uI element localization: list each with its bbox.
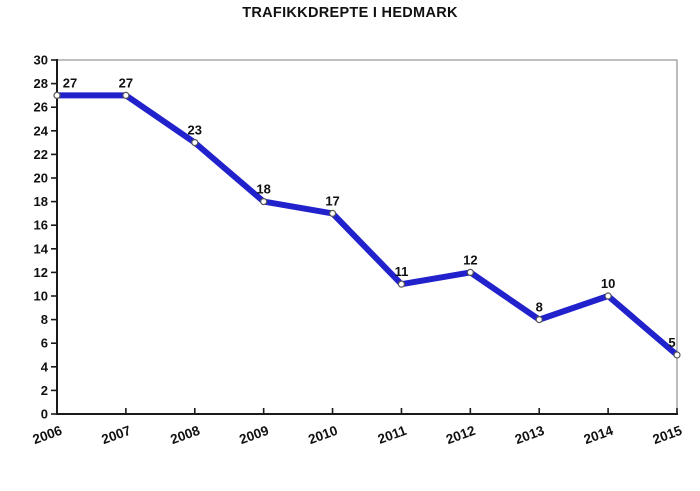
x-axis-tick-label: 2010 bbox=[306, 423, 339, 447]
data-point-marker bbox=[122, 91, 130, 100]
y-axis-tick-label: 12 bbox=[34, 265, 48, 280]
y-axis-tick-label: 22 bbox=[34, 147, 48, 162]
x-axis-tick-label: 2012 bbox=[444, 423, 477, 447]
y-axis-tick-label: 4 bbox=[41, 359, 49, 374]
y-axis-tick-label: 26 bbox=[34, 100, 48, 115]
data-point-marker bbox=[673, 351, 681, 359]
x-axis-tick-label: 2015 bbox=[651, 423, 685, 448]
plot-frame bbox=[57, 59, 678, 414]
data-point-label: 18 bbox=[256, 182, 270, 197]
data-point-marker bbox=[604, 292, 612, 300]
y-axis-tick-label: 8 bbox=[41, 312, 48, 327]
data-point-marker bbox=[260, 198, 268, 206]
y-axis-tick-label: 2 bbox=[41, 383, 48, 398]
data-point-marker bbox=[191, 139, 199, 147]
data-point-label: 17 bbox=[325, 193, 339, 208]
x-axis-tick-label: 2014 bbox=[582, 423, 616, 448]
y-axis-tick-label: 0 bbox=[41, 407, 48, 422]
y-axis-tick-label: 18 bbox=[34, 194, 48, 209]
data-point-label: 27 bbox=[63, 75, 77, 90]
x-axis-tick-label: 2009 bbox=[237, 423, 270, 447]
data-point-marker bbox=[535, 316, 543, 324]
data-point-label: 10 bbox=[601, 276, 615, 291]
data-point-label: 11 bbox=[395, 264, 409, 279]
y-axis-tick-label: 24 bbox=[34, 123, 49, 138]
y-axis-tick-label: 10 bbox=[34, 289, 48, 304]
data-point-marker bbox=[53, 91, 61, 100]
data-point-label: 5 bbox=[668, 335, 675, 350]
y-axis-tick-label: 6 bbox=[41, 336, 48, 351]
y-axis-tick-label: 14 bbox=[34, 241, 49, 256]
data-point-label: 23 bbox=[188, 123, 202, 138]
data-line bbox=[57, 92, 679, 358]
data-point-label: 27 bbox=[119, 75, 133, 90]
x-axis-tick-label: 2006 bbox=[31, 423, 65, 448]
chart-title: TRAFIKKDREPTE I HEDMARK bbox=[242, 5, 458, 21]
x-axis-tick-label: 2013 bbox=[513, 423, 547, 448]
x-axis-tick-label: 2011 bbox=[376, 423, 409, 447]
y-axis-tick-label: 30 bbox=[34, 53, 48, 68]
y-axis-tick-label: 16 bbox=[34, 218, 48, 233]
data-point-marker bbox=[328, 209, 337, 217]
data-point-marker bbox=[466, 268, 474, 276]
data-point-marker bbox=[397, 280, 406, 288]
data-point-label: 12 bbox=[463, 252, 477, 267]
x-axis-tick-label: 2008 bbox=[168, 423, 202, 448]
data-point-label: 8 bbox=[536, 300, 543, 315]
x-axis-tick-label: 2007 bbox=[100, 423, 133, 447]
y-axis-tick-label: 28 bbox=[34, 76, 48, 91]
y-axis-tick-label: 20 bbox=[34, 171, 48, 186]
